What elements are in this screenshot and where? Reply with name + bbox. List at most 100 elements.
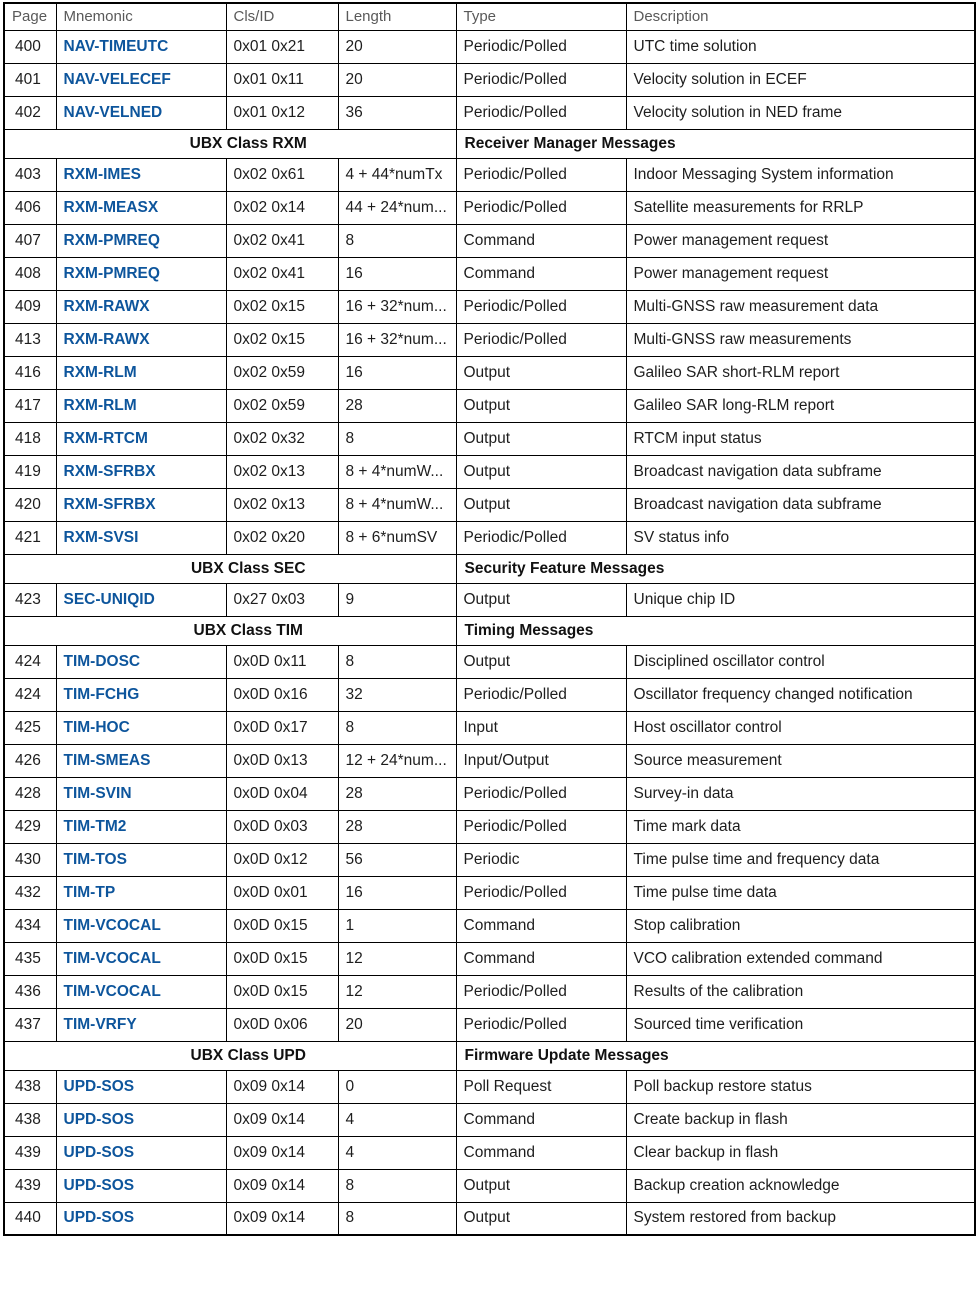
description-cell: VCO calibration extended command (625, 941, 976, 976)
mnemonic-link[interactable]: TIM-VCOCAL (63, 982, 161, 1000)
page-cell: 424 (3, 644, 57, 679)
clsid-cell: 0x09 0x14 (225, 1201, 339, 1236)
mnemonic-link[interactable]: UPD-SOS (63, 1143, 135, 1161)
type-cell: Periodic/Polled (455, 95, 627, 130)
type-cell: Periodic/Polled (455, 29, 627, 64)
mnemonic-link[interactable]: UPD-SOS (63, 1077, 135, 1095)
page-cell: 426 (3, 743, 57, 778)
message-row: 402 NAV-VELNED 0x01 0x12 36 Periodic/Pol… (3, 95, 976, 130)
type-cell: Periodic/Polled (455, 289, 627, 324)
mnemonic-cell: RXM-RLM (55, 355, 227, 390)
section-group-label: Security Feature Messages (455, 553, 976, 584)
mnemonic-link[interactable]: TIM-HOC (63, 718, 130, 736)
column-header-clsid: Cls/ID (225, 2, 339, 31)
mnemonic-link[interactable]: RXM-PMREQ (63, 264, 160, 282)
type-cell: Output (455, 454, 627, 489)
message-row: 408 RXM-PMREQ 0x02 0x41 16 Command Power… (3, 256, 976, 291)
clsid-cell: 0x02 0x32 (225, 421, 339, 456)
mnemonic-link[interactable]: RXM-RLM (63, 363, 137, 381)
length-cell: 8 + 4*numW... (337, 454, 457, 489)
mnemonic-link[interactable]: RXM-RAWX (63, 330, 150, 348)
mnemonic-link[interactable]: RXM-IMES (63, 165, 142, 183)
clsid-cell: 0x0D 0x15 (225, 941, 339, 976)
mnemonic-link[interactable]: NAV-VELNED (63, 103, 163, 121)
mnemonic-cell: UPD-SOS (55, 1201, 227, 1236)
description-cell: System restored from backup (625, 1201, 976, 1236)
mnemonic-link[interactable]: UPD-SOS (63, 1176, 135, 1194)
type-cell: Output (455, 1168, 627, 1203)
message-row: 440 UPD-SOS 0x09 0x14 8 Output System re… (3, 1201, 976, 1236)
mnemonic-link[interactable]: RXM-RTCM (63, 429, 148, 447)
message-row: 401 NAV-VELECEF 0x01 0x11 20 Periodic/Po… (3, 62, 976, 97)
mnemonic-link[interactable]: TIM-TP (63, 883, 116, 901)
clsid-cell: 0x0D 0x16 (225, 677, 339, 712)
mnemonic-link[interactable]: SEC-UNIQID (63, 590, 155, 608)
page-cell: 439 (3, 1135, 57, 1170)
mnemonic-link[interactable]: TIM-TM2 (63, 817, 127, 835)
mnemonic-cell: TIM-VCOCAL (55, 908, 227, 943)
message-row: 435 TIM-VCOCAL 0x0D 0x15 12 Command VCO … (3, 941, 976, 976)
type-cell: Input/Output (455, 743, 627, 778)
page-cell: 416 (3, 355, 57, 390)
mnemonic-link[interactable]: TIM-VCOCAL (63, 916, 161, 934)
mnemonic-link[interactable]: RXM-RLM (63, 396, 137, 414)
mnemonic-cell: RXM-RLM (55, 388, 227, 423)
mnemonic-link[interactable]: UPD-SOS (63, 1209, 135, 1227)
clsid-cell: 0x0D 0x13 (225, 743, 339, 778)
clsid-cell: 0x02 0x15 (225, 322, 339, 357)
mnemonic-link[interactable]: TIM-VRFY (63, 1015, 137, 1033)
type-cell: Output (455, 421, 627, 456)
mnemonic-link[interactable]: RXM-SFRBX (63, 462, 156, 480)
mnemonic-link[interactable]: RXM-SVSI (63, 528, 139, 546)
mnemonic-link[interactable]: RXM-MEASX (63, 198, 159, 216)
mnemonic-link[interactable]: RXM-PMREQ (63, 231, 160, 249)
page-cell: 421 (3, 520, 57, 555)
description-cell: Velocity solution in ECEF (625, 62, 976, 97)
length-cell: 8 + 4*numW... (337, 487, 457, 522)
message-row: 424 TIM-DOSC 0x0D 0x11 8 Output Discipli… (3, 644, 976, 679)
mnemonic-link[interactable]: NAV-VELECEF (63, 70, 171, 88)
type-cell: Command (455, 908, 627, 943)
length-cell: 20 (337, 29, 457, 64)
mnemonic-link[interactable]: NAV-TIMEUTC (63, 37, 169, 55)
description-cell: SV status info (625, 520, 976, 555)
mnemonic-cell: RXM-RTCM (55, 421, 227, 456)
clsid-cell: 0x0D 0x01 (225, 875, 339, 910)
message-row: 423 SEC-UNIQID 0x27 0x03 9 Output Unique… (3, 582, 976, 617)
column-header-mnemonic: Mnemonic (55, 2, 227, 31)
mnemonic-link[interactable]: TIM-FCHG (63, 685, 140, 703)
type-cell: Periodic/Polled (455, 809, 627, 844)
clsid-cell: 0x02 0x15 (225, 289, 339, 324)
mnemonic-link[interactable]: RXM-SFRBX (63, 495, 156, 513)
mnemonic-cell: UPD-SOS (55, 1069, 227, 1104)
message-row: 407 RXM-PMREQ 0x02 0x41 8 Command Power … (3, 223, 976, 258)
length-cell: 12 (337, 974, 457, 1009)
description-cell: Backup creation acknowledge (625, 1168, 976, 1203)
length-cell: 16 (337, 875, 457, 910)
page-cell: 424 (3, 677, 57, 712)
mnemonic-link[interactable]: TIM-DOSC (63, 652, 141, 670)
length-cell: 44 + 24*num... (337, 190, 457, 225)
class-section-row: UBX Class UPD Firmware Update Messages (3, 1040, 976, 1071)
message-row: 436 TIM-VCOCAL 0x0D 0x15 12 Periodic/Pol… (3, 974, 976, 1009)
mnemonic-link[interactable]: TIM-SVIN (63, 784, 132, 802)
description-cell: Time mark data (625, 809, 976, 844)
length-cell: 36 (337, 95, 457, 130)
description-cell: Clear backup in flash (625, 1135, 976, 1170)
mnemonic-link[interactable]: RXM-RAWX (63, 297, 150, 315)
type-cell: Periodic/Polled (455, 190, 627, 225)
mnemonic-link[interactable]: TIM-TOS (63, 850, 127, 868)
mnemonic-link[interactable]: TIM-VCOCAL (63, 949, 161, 967)
page-cell: 423 (3, 582, 57, 617)
clsid-cell: 0x09 0x14 (225, 1102, 339, 1137)
clsid-cell: 0x02 0x20 (225, 520, 339, 555)
mnemonic-link[interactable]: TIM-SMEAS (63, 751, 151, 769)
mnemonic-link[interactable]: UPD-SOS (63, 1110, 135, 1128)
message-row: 437 TIM-VRFY 0x0D 0x06 20 Periodic/Polle… (3, 1007, 976, 1042)
clsid-cell: 0x02 0x14 (225, 190, 339, 225)
page-cell: 406 (3, 190, 57, 225)
length-cell: 28 (337, 809, 457, 844)
description-cell: Sourced time verification (625, 1007, 976, 1042)
clsid-cell: 0x0D 0x11 (225, 644, 339, 679)
description-cell: UTC time solution (625, 29, 976, 64)
